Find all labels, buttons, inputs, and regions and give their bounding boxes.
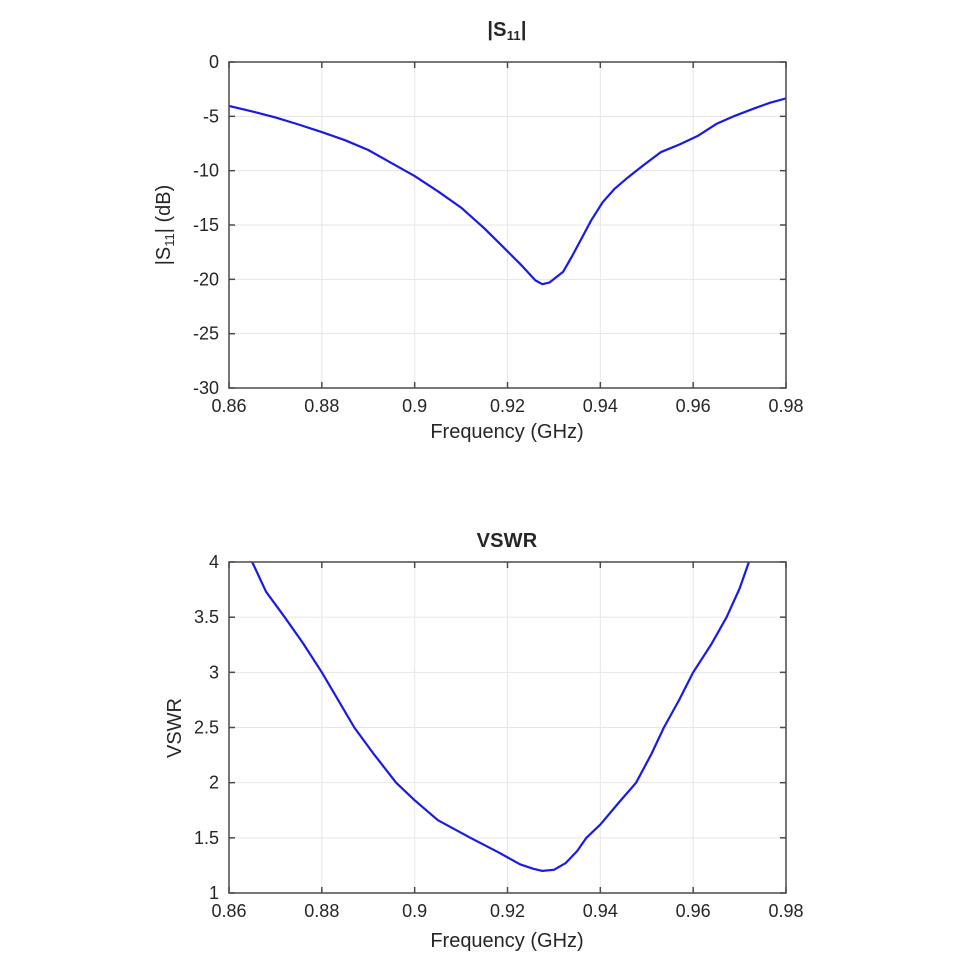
vswr-plot-area: 0.86 0.88 0.9 0.92 0.94 0.96 0.98 4 3.5 3 2.5 2 1.5 1 xyxy=(194,552,804,921)
vswr-x-tick-label: 0.94 xyxy=(583,901,618,921)
vswr-x-tick-label: 0.92 xyxy=(490,901,525,921)
s11-y-tick-label: -20 xyxy=(193,269,219,289)
vswr-y-tick-label: 1.5 xyxy=(194,828,219,848)
s11-y-tick-label: -25 xyxy=(193,324,219,344)
s11-y-tick-label: -5 xyxy=(203,106,219,126)
vswr-y-tick-label: 3.5 xyxy=(194,607,219,627)
vswr-x-tick-label: 0.9 xyxy=(402,901,427,921)
s11-x-axis-label: Frequency (GHz) xyxy=(430,421,584,443)
vswr-y-axis-label: VSWR xyxy=(164,598,190,858)
s11-ylabel-subscript: 11 xyxy=(162,233,177,247)
s11-y-tick-label: -10 xyxy=(193,161,219,181)
vswr-y-tick-label: 2.5 xyxy=(194,718,219,738)
s11-x-tick-label: 0.88 xyxy=(304,396,339,416)
s11-title-subscript: 11 xyxy=(506,28,521,43)
s11-y-tick-label: -15 xyxy=(193,215,219,235)
s11-y-tick-label: 0 xyxy=(209,52,219,72)
vswr-x-tick-label: 0.96 xyxy=(676,901,711,921)
vswr-title-pre: VSWR xyxy=(476,530,538,552)
s11-x-tick-label: 0.98 xyxy=(768,396,803,416)
s11-x-tick-label: 0.94 xyxy=(583,396,618,416)
vswr-ylabel-pre: VSWR xyxy=(164,698,186,758)
vswr-y-tick-label: 2 xyxy=(209,773,219,793)
vswr-chart-title: VSWR xyxy=(407,530,607,554)
s11-curve xyxy=(229,97,786,286)
s11-ylabel-post: | (dB) xyxy=(153,184,175,234)
s11-x-tick-label: 0.96 xyxy=(676,396,711,416)
s11-title-post: | xyxy=(520,19,527,41)
s11-x-tick-label: 0.86 xyxy=(211,396,246,416)
vswr-y-tick-label: 3 xyxy=(209,662,219,682)
s11-y-axis-label: |S11| (dB) xyxy=(153,95,179,355)
vswr-y-tick-label: 4 xyxy=(209,552,219,572)
s11-chart-title: |S11| xyxy=(407,19,607,43)
s11-title-pre: |S xyxy=(487,19,507,41)
s11-y-tick-label: -30 xyxy=(193,378,219,398)
vswr-x-tick-label: 0.88 xyxy=(304,901,339,921)
vswr-x-axis-label: Frequency (GHz) xyxy=(430,930,584,952)
s11-ylabel-pre: |S xyxy=(153,246,175,266)
vswr-x-tick-label: 0.98 xyxy=(768,901,803,921)
s11-plot-area: 0.86 0.88 0.9 0.92 0.94 0.96 0.98 0 -5 -10 -15 -20 -… xyxy=(193,52,804,416)
s11-x-tick-label: 0.92 xyxy=(490,396,525,416)
vswr-curve xyxy=(251,562,751,873)
vswr-y-tick-label: 1 xyxy=(209,883,219,903)
vswr-x-tick-label: 0.86 xyxy=(211,901,246,921)
s11-x-tick-label: 0.9 xyxy=(402,396,427,416)
